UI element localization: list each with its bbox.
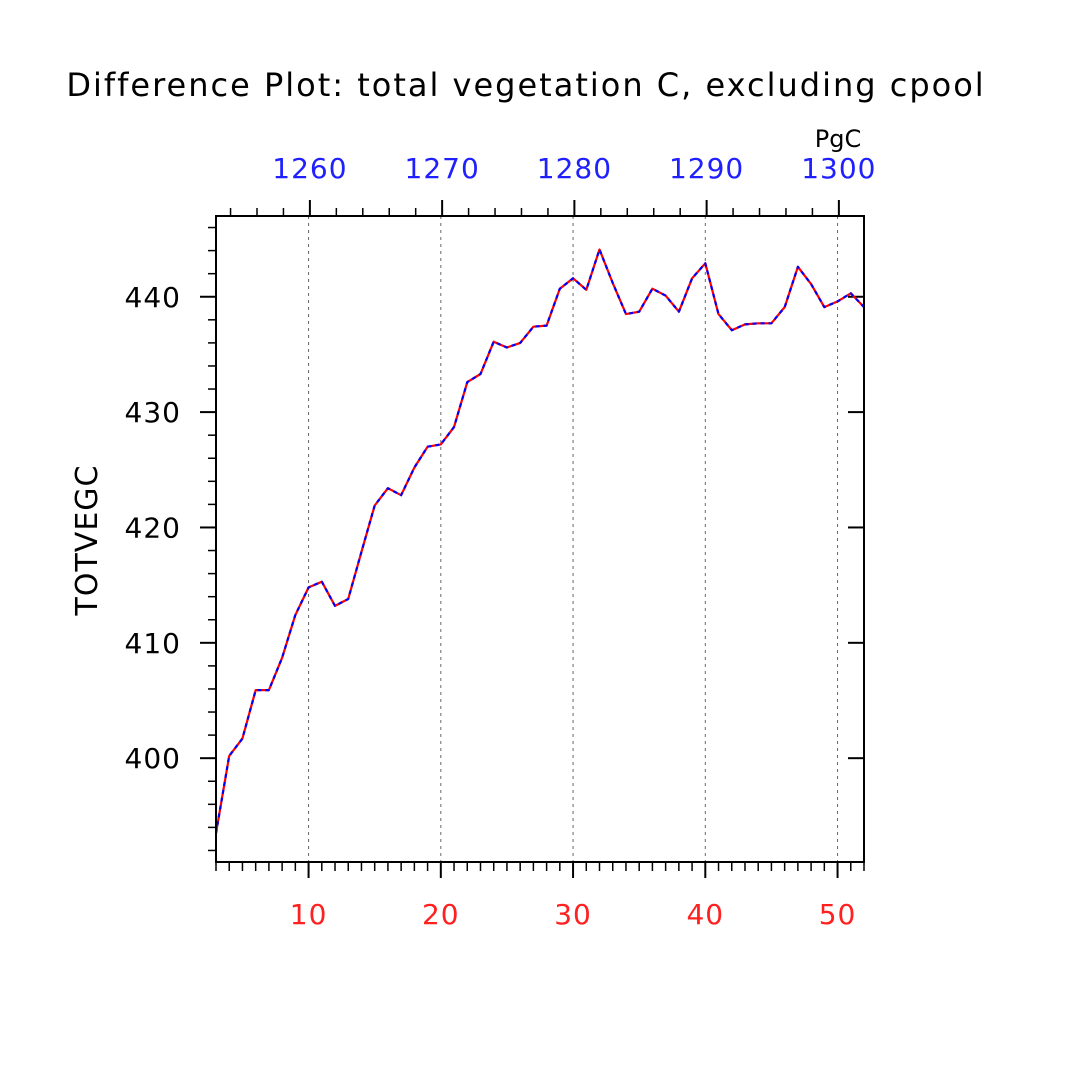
x-tick-label: 20 bbox=[422, 898, 460, 931]
x-tick-label: 50 bbox=[819, 898, 857, 931]
top-tick-label: 1270 bbox=[405, 152, 480, 185]
x-tick-label: 30 bbox=[554, 898, 592, 931]
y-axis-title: TOTVEGC bbox=[70, 465, 105, 617]
top-tick-label: 1290 bbox=[669, 152, 744, 185]
series-line-solid bbox=[214, 248, 865, 834]
axis-ticks bbox=[200, 200, 865, 878]
y-tick-label: 440 bbox=[125, 281, 181, 314]
x-tick-label: 10 bbox=[290, 898, 328, 931]
chart-title: Difference Plot: total vegetation C, exc… bbox=[66, 66, 985, 104]
data-series bbox=[214, 248, 865, 834]
y-tick-label: 410 bbox=[125, 627, 181, 660]
x-tick-label: 40 bbox=[686, 898, 724, 931]
top-tick-label: 1300 bbox=[801, 152, 876, 185]
top-axis-units: PgC bbox=[815, 125, 861, 153]
tick-labels: 10 20 30 40 50 1260 1270 1280 1290 1300 400 410 420 4… bbox=[125, 152, 876, 931]
y-tick-label: 420 bbox=[125, 511, 181, 544]
plot-frame bbox=[215, 215, 865, 863]
grid-lines bbox=[308, 216, 839, 862]
top-tick-label: 1260 bbox=[272, 152, 347, 185]
top-tick-label: 1280 bbox=[537, 152, 612, 185]
y-tick-label: 430 bbox=[125, 396, 181, 429]
series-line-dashed bbox=[214, 248, 865, 834]
y-tick-label: 400 bbox=[125, 742, 181, 775]
